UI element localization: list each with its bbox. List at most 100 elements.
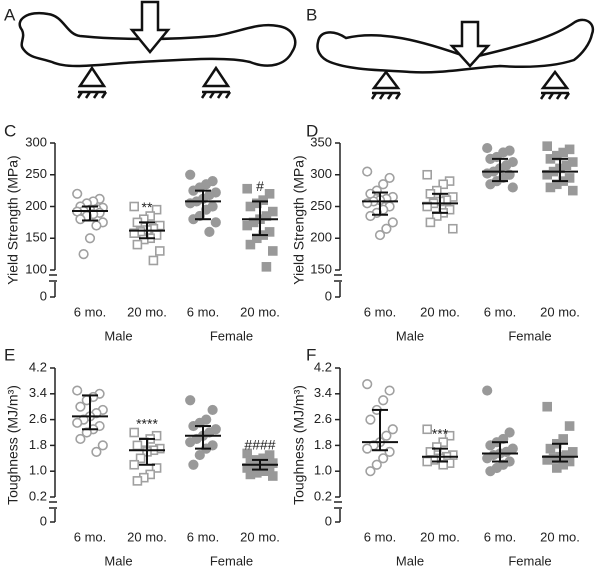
data-point — [384, 385, 395, 396]
y-tick-label: 0.2 — [314, 488, 332, 503]
data-point — [132, 476, 143, 486]
data-point — [72, 188, 83, 199]
y-tick-label: 350 — [310, 134, 332, 149]
data-point — [374, 229, 386, 241]
y-tick-label: 1.0 — [314, 463, 332, 478]
data-point — [542, 141, 553, 151]
data-point — [135, 453, 146, 464]
data-point — [129, 201, 139, 212]
data-point — [242, 183, 252, 194]
y-tick-label: 2.6 — [314, 411, 332, 426]
y-axis-label: Yield Strength (MPa) — [5, 155, 21, 284]
data-point — [482, 453, 493, 464]
data-point — [425, 217, 436, 228]
data-point — [542, 401, 553, 412]
data-point — [362, 166, 373, 177]
data-point — [365, 414, 376, 425]
data-point — [261, 262, 272, 272]
y-tick-label: 250 — [25, 166, 47, 181]
x-tick-label: 6 mo. — [364, 304, 397, 319]
data-point — [97, 440, 108, 451]
y-tick-label: 150 — [310, 261, 332, 276]
support — [76, 65, 108, 99]
y-tick-label: 0.2 — [29, 488, 47, 503]
data-point — [129, 427, 139, 438]
data-point — [91, 220, 102, 231]
data-point — [371, 459, 382, 470]
data-point — [132, 440, 143, 451]
load-arrow — [129, 0, 171, 54]
data-point — [207, 404, 218, 416]
panel-label: B — [306, 5, 317, 24]
data-point — [378, 395, 389, 406]
data-point — [438, 437, 449, 447]
x-tick-label: 20 mo. — [540, 529, 580, 544]
data-point — [485, 466, 496, 477]
support — [200, 65, 232, 99]
x-tick-label: 20 mo. — [240, 304, 280, 319]
data-point — [384, 172, 395, 184]
x-tick-label: 6 mo. — [484, 529, 517, 544]
data-point — [188, 459, 199, 470]
data-point — [365, 210, 376, 222]
data-point — [545, 443, 556, 454]
y-tick-label: 3.4 — [29, 385, 47, 400]
y-axis-label: Yield Strength (MPa) — [291, 155, 307, 284]
load-arrow — [449, 20, 491, 68]
group-label: Male — [396, 553, 424, 568]
data-point — [245, 239, 256, 250]
data-point — [545, 182, 556, 193]
y-tick-label: 0 — [325, 288, 332, 303]
data-point — [485, 440, 496, 451]
data-point — [482, 385, 493, 396]
data-point — [482, 142, 493, 154]
data-point — [264, 189, 275, 199]
data-point — [267, 471, 278, 481]
y-tick-label: 4.2 — [29, 359, 47, 374]
data-point — [378, 179, 389, 190]
y-tick-label: 200 — [310, 230, 332, 245]
data-point — [381, 223, 392, 234]
data-point — [447, 223, 458, 234]
data-point — [185, 395, 196, 406]
x-tick-label: 20 mo. — [127, 529, 167, 544]
data-point — [482, 168, 493, 179]
data-point — [567, 185, 578, 196]
data-point — [72, 385, 83, 396]
data-point — [387, 217, 398, 228]
group-label: Female — [508, 328, 551, 343]
data-point — [245, 201, 256, 212]
support — [539, 69, 571, 100]
y-axis-label: Toughness (MJ/m³) — [291, 385, 307, 505]
significance-label: # — [256, 178, 264, 194]
data-point — [132, 239, 143, 250]
data-point — [194, 449, 205, 461]
y-tick-label: 4.2 — [314, 359, 332, 374]
data-point — [438, 179, 449, 190]
y-tick-label: 200 — [25, 198, 47, 213]
data-point — [362, 379, 373, 390]
bone-outline — [18, 11, 297, 68]
data-point — [151, 204, 162, 215]
data-point — [139, 234, 149, 245]
group-label: Female — [508, 553, 551, 568]
data-point — [504, 427, 515, 438]
data-point — [422, 424, 433, 435]
data-point — [155, 246, 165, 256]
data-point — [84, 233, 96, 244]
y-tick-label: 0 — [40, 288, 47, 303]
y-tick-label: 100 — [25, 261, 47, 276]
panel-label: A — [4, 5, 16, 24]
data-point — [185, 437, 196, 448]
y-tick-label: 300 — [25, 134, 47, 149]
y-tick-label: 1.0 — [29, 463, 47, 478]
data-point — [129, 459, 139, 470]
data-point — [75, 433, 86, 445]
data-point — [551, 463, 562, 473]
data-point — [422, 456, 433, 467]
significance-label: *** — [432, 425, 449, 441]
data-point — [151, 463, 162, 473]
data-point — [204, 226, 215, 237]
data-point — [507, 182, 518, 193]
